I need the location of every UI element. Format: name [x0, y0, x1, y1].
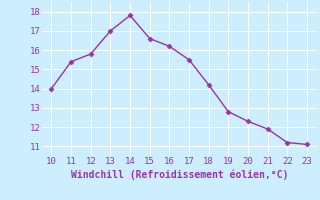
- X-axis label: Windchill (Refroidissement éolien,°C): Windchill (Refroidissement éolien,°C): [70, 169, 288, 180]
